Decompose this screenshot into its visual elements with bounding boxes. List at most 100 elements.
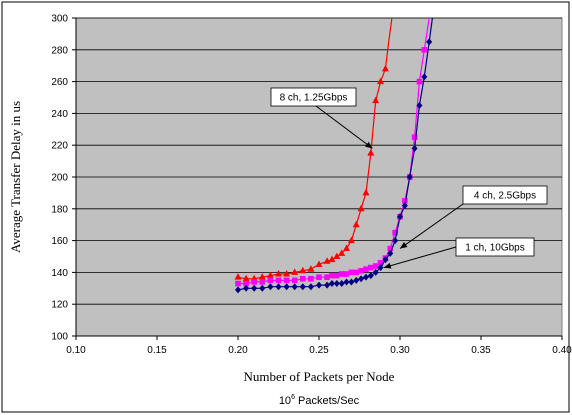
data-point <box>343 271 350 277</box>
data-point <box>315 260 323 267</box>
data-point <box>243 280 249 287</box>
y-tick-label: 120 <box>51 300 68 311</box>
data-point <box>387 245 394 252</box>
data-point <box>275 277 282 284</box>
data-point <box>267 277 274 284</box>
data-point <box>358 275 365 283</box>
data-point <box>283 283 290 291</box>
data-point <box>406 173 413 181</box>
data-point <box>259 279 266 285</box>
data-point <box>333 280 340 288</box>
data-point <box>338 249 346 256</box>
data-point <box>416 101 423 109</box>
data-point <box>307 265 315 272</box>
data-point <box>382 256 389 264</box>
data-point <box>251 279 257 285</box>
data-point <box>377 77 385 85</box>
data-point <box>333 252 341 259</box>
x-units-rest: Packets/Sec <box>295 395 360 407</box>
y-tick-label: 240 <box>51 109 68 120</box>
data-point <box>338 271 345 277</box>
data-point <box>299 266 307 274</box>
data-point <box>329 272 335 279</box>
data-point <box>324 274 330 280</box>
data-point <box>411 134 418 141</box>
annotation-2: 4 ch, 2.5Gbps <box>399 185 548 249</box>
data-point <box>243 284 250 292</box>
axis-ticks: 100 120 140 160 180 200 220 240 260 280 300 0.10 0.1… <box>51 14 572 357</box>
annotation-leader-line <box>383 246 457 269</box>
data-point <box>316 281 322 289</box>
annotation-leader-line <box>399 203 464 249</box>
data-point <box>307 283 314 291</box>
annotation-3: 1 ch, 10Gbps <box>383 237 535 269</box>
data-point <box>387 249 394 257</box>
data-point <box>353 269 360 276</box>
data-point <box>234 273 242 280</box>
annotation-label: 8 ch, 1.25Gbps <box>280 93 348 104</box>
data-point <box>367 149 375 156</box>
data-point <box>328 255 336 263</box>
data-point <box>377 264 384 272</box>
x-tick-label: 0.25 <box>309 345 329 356</box>
x-tick-label: 0.10 <box>66 345 86 356</box>
data-point <box>421 73 428 81</box>
x-units-base: 10 <box>279 395 291 407</box>
data-point <box>381 64 389 72</box>
x-tick-label: 0.20 <box>228 345 248 356</box>
data-point <box>353 276 360 284</box>
series-3 <box>235 17 433 294</box>
data-point <box>316 274 322 280</box>
annotations: 8 ch, 1.25Gbps 4 ch, 2.5Gbps 1 ch, 10Gbps <box>270 87 548 269</box>
data-point <box>259 284 266 292</box>
annotation-label: 1 ch, 10Gbps <box>465 243 524 254</box>
data-point <box>402 198 408 204</box>
y-tick-label: 200 <box>51 173 68 184</box>
y-tick-label: 160 <box>51 236 68 247</box>
data-point <box>235 286 241 294</box>
data-point <box>397 213 403 221</box>
data-point <box>275 283 282 291</box>
y-tick-label: 260 <box>51 77 68 88</box>
y-tick-label: 140 <box>51 268 68 279</box>
annotation-box <box>455 237 535 257</box>
annotation-label: 4 ch, 2.5Gbps <box>474 191 536 202</box>
y-tick-label: 300 <box>51 14 68 25</box>
data-point <box>362 188 370 196</box>
data-point <box>266 271 274 279</box>
annotation-arrowhead <box>365 141 373 149</box>
x-tick-label: 0.15 <box>147 345 167 356</box>
data-point <box>368 264 374 271</box>
y-tick-label: 100 <box>51 332 68 343</box>
data-point <box>401 202 408 210</box>
data-point <box>267 283 274 291</box>
data-point <box>411 144 418 152</box>
y-tick-label: 280 <box>51 45 68 56</box>
data-point <box>338 280 345 288</box>
data-point <box>300 275 306 282</box>
data-point <box>367 272 374 280</box>
data-point <box>362 273 369 281</box>
x-tick-label: 0.35 <box>471 345 491 356</box>
data-point <box>372 268 379 276</box>
data-point <box>358 268 364 274</box>
y-tick-label: 180 <box>51 204 68 215</box>
annotation-leader-line <box>315 105 373 149</box>
data-point <box>308 275 314 282</box>
series-line <box>237 17 433 291</box>
x-tick-label: 0.30 <box>390 345 410 356</box>
data-point <box>421 47 428 53</box>
data-point <box>392 237 399 245</box>
series-group <box>234 17 433 294</box>
data-point <box>392 229 398 236</box>
data-point <box>275 269 282 277</box>
y-tick-label: 220 <box>51 141 68 152</box>
data-point <box>242 274 250 282</box>
data-point <box>372 96 380 104</box>
data-point <box>324 281 331 289</box>
data-point <box>299 283 306 291</box>
data-point <box>283 269 291 277</box>
annotation-arrowhead <box>400 242 408 249</box>
